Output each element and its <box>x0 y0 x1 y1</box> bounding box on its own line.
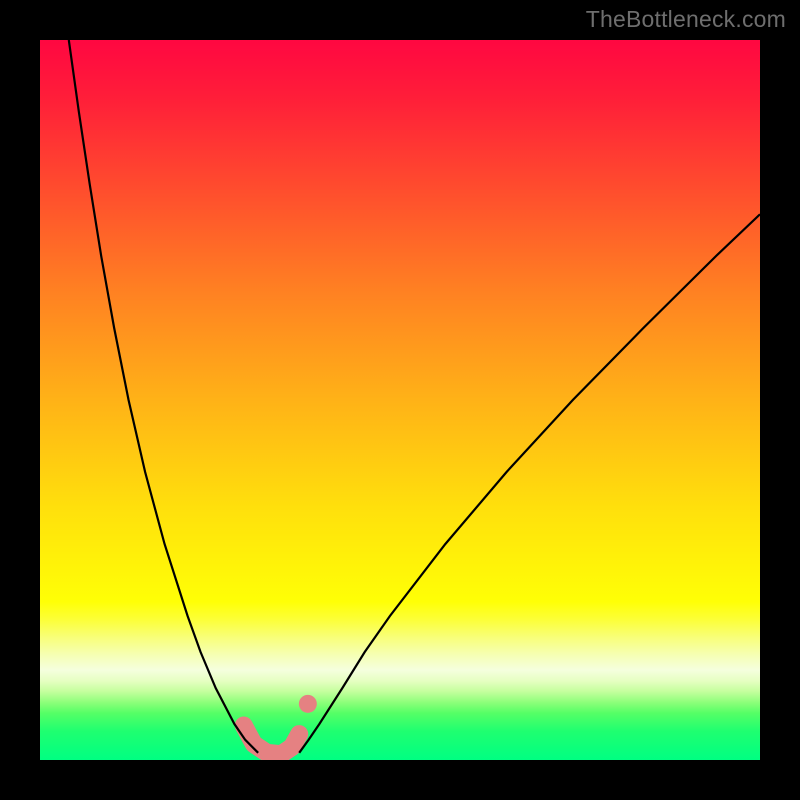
bottleneck-salmon-endcap <box>299 695 317 713</box>
chart-root: TheBottleneck.com <box>0 0 800 800</box>
heat-gradient-area <box>40 40 760 760</box>
watermark-text: TheBottleneck.com <box>586 6 786 33</box>
bottleneck-chart <box>0 0 800 800</box>
